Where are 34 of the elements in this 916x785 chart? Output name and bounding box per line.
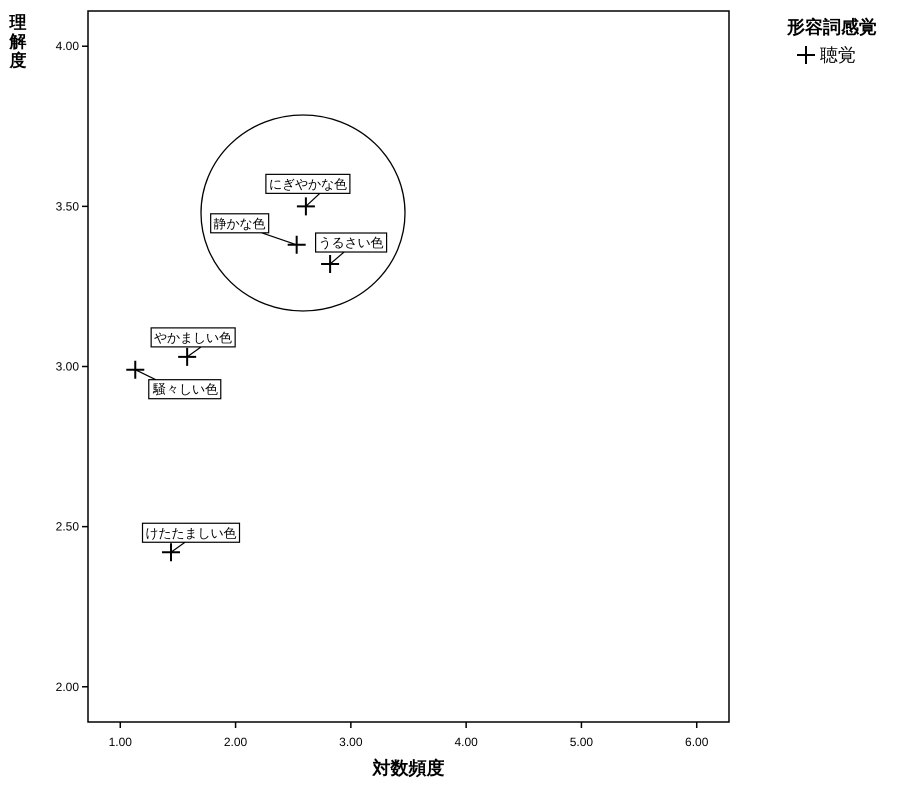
annotation: にぎやかな色 — [268, 176, 347, 192]
point — [320, 254, 340, 274]
annotation: けたたましい色 — [146, 525, 237, 540]
point — [177, 346, 198, 367]
annotation: 静かな色 — [210, 213, 297, 246]
annotation: にぎやかな色 — [265, 174, 350, 207]
annotation: やかましい色 — [150, 327, 236, 358]
x-tick-label: 1.00 — [108, 735, 132, 749]
legend-label: 聴覚 — [820, 45, 856, 65]
annotation: うるさい色 — [318, 235, 384, 250]
y-axis-title: 理解度 — [8, 13, 26, 70]
y-tick-label: 2.00 — [56, 680, 80, 694]
annotation: 騒々しい色 — [135, 369, 222, 400]
point — [125, 360, 146, 380]
y-tick-label: 2.50 — [56, 520, 80, 534]
point — [286, 234, 307, 255]
legend-title: 形容詞感覚 — [786, 17, 877, 37]
annotation: 静かな色 — [214, 216, 266, 231]
x-axis-title: 対数頻度 — [372, 758, 444, 778]
x-tick-label: 2.00 — [224, 735, 248, 749]
annotation: やかましい色 — [154, 330, 232, 345]
point — [296, 196, 316, 216]
x-tick-label: 5.00 — [570, 735, 594, 749]
annotation: 騒々しい色 — [152, 382, 218, 397]
x-tick-label: 4.00 — [454, 735, 478, 749]
y-tick-label: 3.50 — [56, 199, 80, 214]
y-tick-label: 3.00 — [56, 360, 80, 374]
point — [161, 542, 182, 562]
annotation: けたたましい色 — [142, 522, 240, 553]
legend: 形容詞感覚 聴覚 — [787, 17, 877, 65]
x-tick-label: 6.00 — [685, 735, 709, 749]
x-tick-label: 3.00 — [339, 735, 363, 749]
y-tick-label: 4.00 — [56, 39, 80, 54]
annotation: うるさい色 — [315, 232, 388, 264]
